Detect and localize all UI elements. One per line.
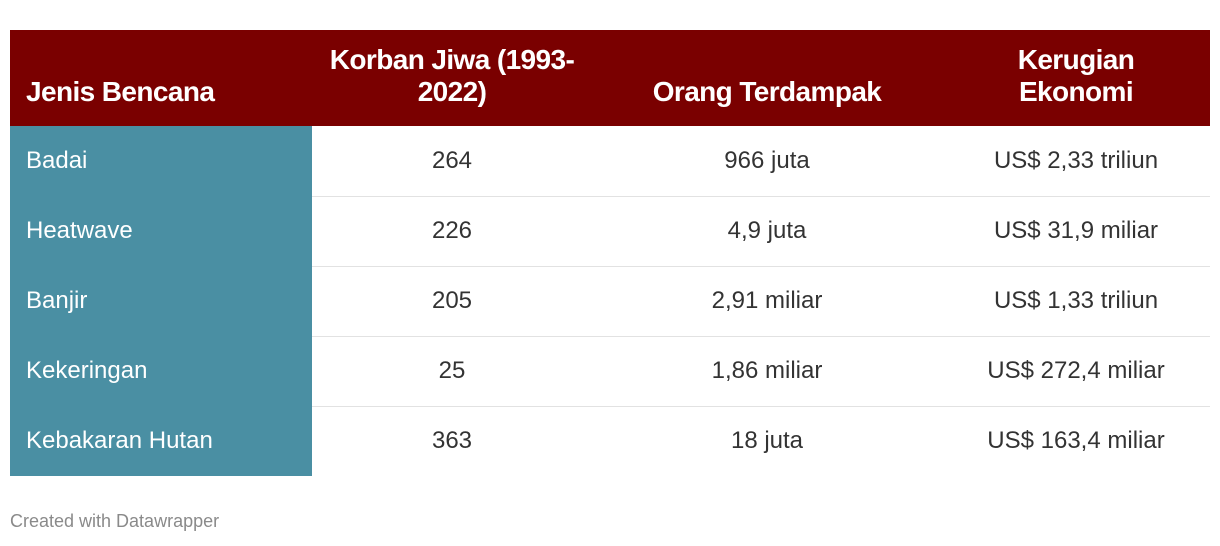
- table-cell: US$ 272,4 miliar: [942, 335, 1210, 406]
- table-cell: 18 juta: [592, 405, 942, 476]
- row-label: Heatwave: [10, 195, 312, 266]
- header-text: Jenis Bencana: [26, 76, 215, 107]
- header-text: Orang Terdampak: [652, 76, 882, 107]
- table-cell: 205: [312, 265, 592, 336]
- table-cell: 264: [431, 146, 473, 174]
- header-cell: Jenis Bencana: [10, 30, 312, 126]
- row-label: Kebakaran Hutan: [10, 405, 312, 476]
- header-row: Jenis Bencana Korban Jiwa (1993-2022) Oran…: [10, 30, 1210, 126]
- table-row: Kebakaran Hutan 363 18 juta US$ 163,4 milia…: [10, 405, 1210, 476]
- table-body: Badai 264 966 juta US$ 2,33 triliun Heatwave…: [10, 126, 1210, 476]
- table-cell: 2,91 miliar: [592, 265, 942, 336]
- table-cell: 1,86 miliar: [592, 335, 942, 406]
- table-row: Heatwave 226 4,9 juta US$ 31,9 miliar: [10, 195, 1210, 266]
- header-cell: Kerugian Ekonomi: [942, 30, 1210, 126]
- row-label: Kekeringan: [10, 335, 312, 406]
- header-cell: Orang Terdampak: [592, 30, 942, 126]
- credit: Created with Datawrapper: [10, 511, 220, 531]
- data-table: Jenis Bencana Korban Jiwa (1993-2022) Oran…: [10, 30, 1210, 476]
- header-text: Korban Jiwa (1993-2022): [329, 44, 575, 107]
- table-row: Banjir 205 2,91 miliar US$ 1,33 triliun: [10, 265, 1210, 336]
- table-cell: 4,9 juta: [592, 195, 942, 266]
- row-label: Badai: [10, 126, 312, 196]
- table-cell: 25: [312, 335, 592, 406]
- row-label: Banjir: [10, 265, 312, 336]
- header-text: Kerugian Ekonomi: [1017, 44, 1135, 107]
- header-cell: Korban Jiwa (1993-2022): [312, 30, 592, 126]
- table-cell: 363: [312, 405, 592, 476]
- table-cell: US$ 1,33 triliun: [942, 265, 1210, 336]
- table-cell: US$ 163,4 miliar: [942, 405, 1210, 476]
- table-row: Badai 264 966 juta US$ 2,33 triliun: [10, 126, 1210, 196]
- table-row: Kekeringan 25 1,86 miliar US$ 272,4 miliar: [10, 335, 1210, 406]
- table-cell: 966 juta: [724, 146, 810, 174]
- table-cell: US$ 2,33 triliun: [993, 146, 1159, 174]
- table-cell: 226: [312, 195, 592, 266]
- table-cell: US$ 31,9 miliar: [942, 195, 1210, 266]
